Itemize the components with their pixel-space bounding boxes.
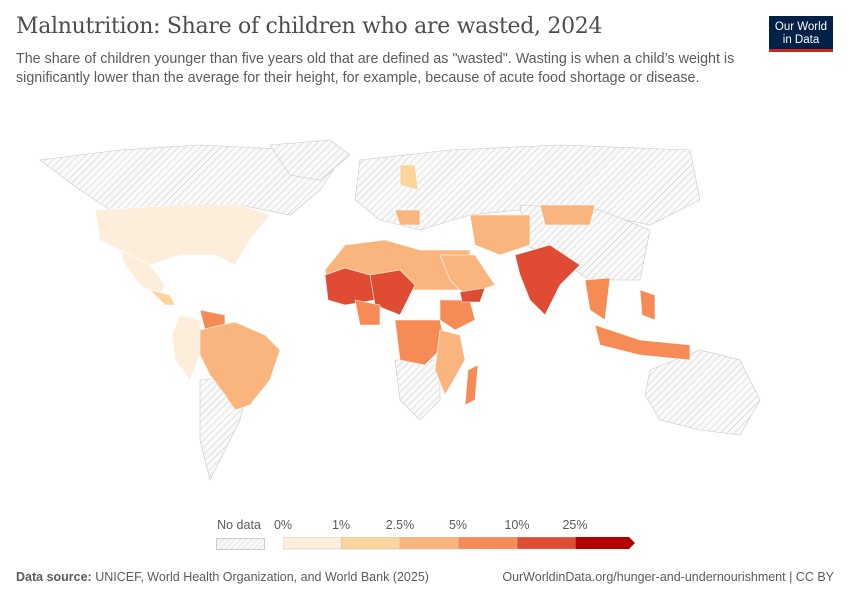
data-countries xyxy=(94,164,691,411)
legend: No data 0% 1% 2.5% 5% 10% 25% xyxy=(0,510,850,555)
country-balkans xyxy=(394,209,421,226)
legend-label-2: 2.5% xyxy=(385,518,415,532)
logo-line2: in Data xyxy=(782,34,820,46)
australia xyxy=(644,349,761,436)
legend-swatch-2 xyxy=(399,537,459,550)
greenland xyxy=(269,139,351,181)
country-indonesia xyxy=(594,324,691,361)
chart-subtitle: The share of children younger than five … xyxy=(16,51,735,86)
logo-line1: Our World xyxy=(774,21,828,33)
data-source: Data source: UNICEF, World Health Organi… xyxy=(16,570,429,584)
southern-africa xyxy=(394,359,441,421)
country-madagascar xyxy=(464,364,479,406)
owid-logo[interactable]: Our World in Data xyxy=(769,16,833,52)
no-data-areas xyxy=(39,139,761,481)
legend-swatch-0 xyxy=(283,537,342,550)
legend-color-bar xyxy=(283,537,635,550)
country-nigeria xyxy=(354,299,381,326)
legend-swatch-4 xyxy=(516,537,576,550)
legend-no-data-swatch xyxy=(216,538,265,550)
legend-label-1: 1% xyxy=(331,518,351,532)
country-niger-chad xyxy=(369,269,416,316)
country-central-america xyxy=(149,289,176,306)
country-yemen xyxy=(459,287,486,303)
country-colombia-peru xyxy=(171,314,201,381)
country-india xyxy=(514,244,581,316)
country-central-africa xyxy=(394,319,446,366)
country-mongolia xyxy=(539,204,596,226)
source-link[interactable]: OurWorldinData.org/hunger-and-undernouri… xyxy=(502,570,834,584)
data-source-label: Data source: xyxy=(16,570,92,584)
legend-label-3: 5% xyxy=(448,518,468,532)
country-central-asia xyxy=(469,214,531,256)
legend-label-4: 10% xyxy=(504,518,530,532)
north-america-land xyxy=(39,144,341,216)
legend-swatch-1 xyxy=(341,537,401,550)
legend-label-0: 0% xyxy=(273,518,293,532)
country-southeast-asia xyxy=(584,277,611,321)
legend-no-data-label: No data xyxy=(217,518,261,532)
country-usa xyxy=(94,204,271,266)
legend-label-5: 25% xyxy=(562,518,588,532)
world-map[interactable] xyxy=(0,130,850,505)
country-east-africa xyxy=(434,329,466,396)
legend-swatch-5 xyxy=(575,537,635,549)
chart-title: Malnutrition: Share of children who are … xyxy=(16,14,603,39)
data-source-text: UNICEF, World Health Organization, and W… xyxy=(95,570,429,584)
legend-swatch-3 xyxy=(458,537,518,550)
country-philippines xyxy=(639,289,656,321)
country-ethiopia xyxy=(439,299,476,331)
country-brazil xyxy=(199,321,281,411)
country-europe-light xyxy=(399,164,419,191)
